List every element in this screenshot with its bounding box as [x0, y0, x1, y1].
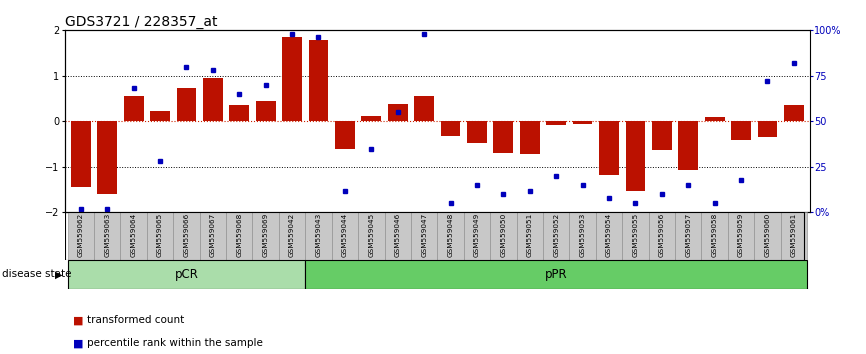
Bar — [675, 212, 701, 260]
Text: GSM559046: GSM559046 — [395, 213, 401, 257]
Bar — [173, 212, 200, 260]
Bar — [516, 212, 543, 260]
Text: GSM559068: GSM559068 — [236, 213, 242, 257]
Bar — [68, 260, 306, 289]
Text: ▶: ▶ — [55, 269, 62, 279]
Text: GSM559062: GSM559062 — [78, 213, 84, 257]
Text: GSM559045: GSM559045 — [368, 213, 374, 257]
Bar — [599, 121, 619, 175]
Bar — [253, 212, 279, 260]
Text: GSM559054: GSM559054 — [606, 213, 612, 257]
Text: GSM559059: GSM559059 — [738, 213, 744, 257]
Text: GSM559043: GSM559043 — [315, 213, 321, 257]
Bar — [701, 212, 727, 260]
Text: GSM559053: GSM559053 — [579, 213, 585, 257]
Bar — [306, 260, 807, 289]
Text: GSM559052: GSM559052 — [553, 213, 559, 257]
Bar — [784, 105, 804, 121]
Text: GSM559044: GSM559044 — [342, 213, 348, 257]
Bar — [414, 96, 434, 121]
Bar — [385, 212, 411, 260]
Text: GSM559051: GSM559051 — [527, 213, 533, 257]
Bar — [441, 121, 461, 136]
Text: GSM559061: GSM559061 — [791, 213, 797, 257]
Bar — [120, 212, 147, 260]
Text: GSM559060: GSM559060 — [765, 213, 771, 257]
Bar — [388, 104, 408, 121]
Text: GSM559058: GSM559058 — [712, 213, 718, 257]
Bar — [282, 37, 302, 121]
Text: GSM559063: GSM559063 — [104, 213, 110, 257]
Text: pCR: pCR — [174, 268, 198, 281]
Bar — [279, 212, 306, 260]
Text: GSM559047: GSM559047 — [421, 213, 427, 257]
Bar — [572, 121, 592, 124]
Bar — [411, 212, 437, 260]
Bar — [147, 212, 173, 260]
Bar — [596, 212, 622, 260]
Text: ■: ■ — [73, 315, 83, 325]
Bar — [758, 121, 778, 137]
Bar — [150, 111, 170, 121]
Text: GSM559056: GSM559056 — [659, 213, 665, 257]
Bar — [226, 212, 253, 260]
Bar — [359, 212, 385, 260]
Text: GSM559066: GSM559066 — [184, 213, 190, 257]
Text: GSM559057: GSM559057 — [685, 213, 691, 257]
Bar — [543, 212, 569, 260]
Text: GSM559050: GSM559050 — [501, 213, 507, 257]
Text: percentile rank within the sample: percentile rank within the sample — [87, 338, 262, 348]
Bar — [754, 212, 780, 260]
Bar — [494, 121, 514, 153]
Bar — [71, 121, 91, 187]
Bar — [332, 212, 359, 260]
Bar — [705, 117, 725, 121]
Bar — [625, 121, 645, 190]
Bar — [520, 121, 540, 154]
Bar — [780, 212, 807, 260]
Bar — [308, 40, 328, 121]
Text: disease state: disease state — [2, 269, 71, 279]
Bar — [467, 121, 487, 143]
Bar — [652, 121, 672, 149]
Text: GSM559042: GSM559042 — [289, 213, 295, 257]
Bar — [335, 121, 355, 149]
Bar — [361, 116, 381, 121]
Bar — [306, 212, 332, 260]
Bar — [569, 212, 596, 260]
Bar — [437, 212, 463, 260]
Bar — [200, 212, 226, 260]
Bar — [546, 121, 566, 125]
Bar — [731, 121, 751, 141]
Bar — [622, 212, 649, 260]
Text: pPR: pPR — [545, 268, 567, 281]
Bar — [97, 121, 117, 194]
Bar — [68, 212, 94, 260]
Text: GSM559048: GSM559048 — [448, 213, 454, 257]
Text: GSM559067: GSM559067 — [210, 213, 216, 257]
Bar — [124, 96, 144, 121]
Bar — [203, 78, 223, 121]
Bar — [177, 88, 197, 121]
Text: GDS3721 / 228357_at: GDS3721 / 228357_at — [65, 15, 217, 29]
Bar — [727, 212, 754, 260]
Bar — [229, 105, 249, 121]
Text: GSM559069: GSM559069 — [262, 213, 268, 257]
Text: transformed count: transformed count — [87, 315, 184, 325]
Text: GSM559065: GSM559065 — [157, 213, 163, 257]
Bar — [490, 212, 516, 260]
Bar — [255, 101, 275, 121]
Text: GSM559055: GSM559055 — [632, 213, 638, 257]
Text: ■: ■ — [73, 338, 83, 348]
Text: GSM559064: GSM559064 — [131, 213, 137, 257]
Bar — [649, 212, 675, 260]
Text: GSM559049: GSM559049 — [474, 213, 480, 257]
Bar — [94, 212, 120, 260]
Bar — [678, 121, 698, 171]
Bar — [463, 212, 490, 260]
